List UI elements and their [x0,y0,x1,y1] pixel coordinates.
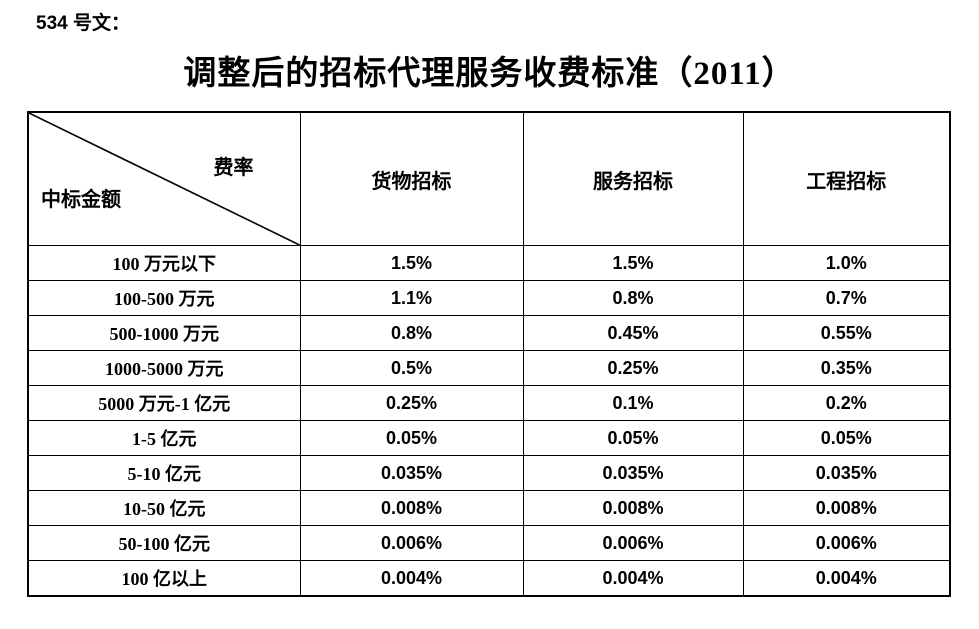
fee-value: 0.006% [299,525,524,561]
table-row: 5-10 亿元 0.035% 0.035% 0.035% [27,455,951,491]
column-header-services: 服务招标 [522,111,744,246]
header-row: 费率 中标金额 货物招标 服务招标 工程招标 [27,111,951,246]
fee-value: 0.25% [299,385,524,421]
fee-value: 0.05% [742,420,951,456]
fee-value: 0.035% [522,455,744,491]
row-label: 10-50 亿元 [27,490,301,526]
fee-value: 0.25% [522,350,744,386]
fee-value: 0.45% [522,315,744,351]
fee-value: 0.008% [299,490,524,526]
fee-value: 1.0% [742,245,951,281]
fee-value: 0.035% [742,455,951,491]
corner-label-rate: 费率 [213,157,254,179]
table-row: 500-1000 万元 0.8% 0.45% 0.55% [27,315,951,351]
fee-value: 0.1% [522,385,744,421]
table-row: 5000 万元-1 亿元 0.25% 0.1% 0.2% [27,385,951,421]
row-label: 100 万元以下 [27,245,301,281]
fee-table: 费率 中标金额 货物招标 服务招标 工程招标 100 万元以下 1.5% 1.5… [27,111,951,597]
fee-value: 0.2% [742,385,951,421]
row-label: 500-1000 万元 [27,315,301,351]
fee-value: 0.008% [522,490,744,526]
row-label: 50-100 亿元 [27,525,301,561]
fee-value: 1.5% [522,245,744,281]
fee-value: 0.006% [522,525,744,561]
column-header-engineering: 工程招标 [742,111,951,246]
fee-value: 0.05% [522,420,744,456]
doc-number: 534 号文： [36,13,130,34]
row-label: 100-500 万元 [27,280,301,316]
corner-label-amount: 中标金额 [41,189,121,211]
fee-value: 0.8% [299,315,524,351]
table-row: 100-500 万元 1.1% 0.8% 0.7% [27,280,951,316]
table-row: 100 万元以下 1.5% 1.5% 1.0% [27,245,951,281]
row-label: 5000 万元-1 亿元 [27,385,301,421]
fee-value: 0.55% [742,315,951,351]
fee-value: 0.004% [522,560,744,597]
fee-value: 1.1% [299,280,524,316]
table-row: 1000-5000 万元 0.5% 0.25% 0.35% [27,350,951,386]
fee-value: 0.05% [299,420,524,456]
fee-value: 0.5% [299,350,524,386]
table-row: 100 亿以上 0.004% 0.004% 0.004% [27,560,951,597]
fee-value: 1.5% [299,245,524,281]
table-row: 1-5 亿元 0.05% 0.05% 0.05% [27,420,951,456]
diagonal-divider-line [29,113,300,245]
row-label: 1000-5000 万元 [27,350,301,386]
row-label: 1-5 亿元 [27,420,301,456]
page-title: 调整后的招标代理服务收费标准（2011） [183,56,796,92]
fee-value: 0.035% [299,455,524,491]
table-row: 50-100 亿元 0.006% 0.006% 0.006% [27,525,951,561]
fee-value: 0.006% [742,525,951,561]
column-header-goods: 货物招标 [299,111,524,246]
fee-value: 0.004% [742,560,951,597]
fee-value: 0.004% [299,560,524,597]
fee-value: 0.8% [522,280,744,316]
fee-value: 0.35% [742,350,951,386]
fee-value: 0.7% [742,280,951,316]
table-row: 10-50 亿元 0.008% 0.008% 0.008% [27,490,951,526]
row-label: 5-10 亿元 [27,455,301,491]
corner-cell: 费率 中标金额 [27,111,301,246]
fee-value: 0.008% [742,490,951,526]
row-label: 100 亿以上 [27,560,301,597]
